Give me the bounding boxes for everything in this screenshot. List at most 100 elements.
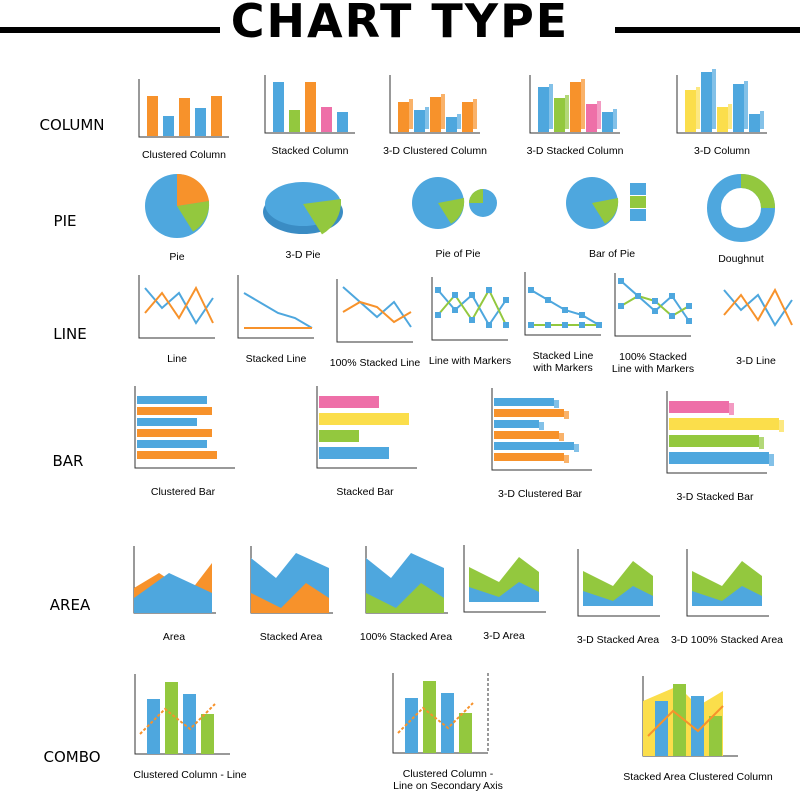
icon-shape bbox=[243, 292, 313, 329]
icon-shape bbox=[139, 703, 216, 735]
axis bbox=[666, 391, 767, 474]
chart-type-caption: Line bbox=[167, 353, 187, 365]
icon-shape bbox=[760, 111, 764, 129]
row-label: PIE bbox=[53, 212, 77, 230]
axis bbox=[134, 386, 235, 469]
icon-shape bbox=[177, 201, 210, 232]
icon-shape bbox=[635, 293, 641, 299]
icon-shape bbox=[769, 454, 774, 466]
icon-shape bbox=[579, 312, 585, 318]
axis bbox=[577, 549, 660, 617]
icon-shape bbox=[691, 696, 704, 756]
icon-shape bbox=[414, 110, 425, 132]
icon-shape bbox=[647, 705, 724, 737]
icon-shape bbox=[469, 189, 483, 203]
icon-shape bbox=[579, 322, 585, 328]
axis bbox=[134, 674, 230, 755]
axis bbox=[676, 75, 767, 134]
chart-type-caption: 3-D Stacked Bar bbox=[676, 491, 754, 503]
icon-shape bbox=[435, 287, 441, 293]
axis bbox=[389, 75, 480, 134]
chart-type-caption: Bar of Pie bbox=[588, 248, 636, 260]
icon-shape bbox=[503, 297, 509, 303]
icon-shape bbox=[494, 453, 564, 461]
icon-shape bbox=[564, 455, 569, 463]
icon-shape bbox=[452, 292, 458, 298]
icon-shape bbox=[441, 94, 445, 129]
icon-shape bbox=[486, 322, 492, 328]
icon-shape bbox=[779, 420, 784, 432]
icon-shape bbox=[564, 411, 569, 419]
icon-shape bbox=[652, 298, 658, 304]
chart-type-caption: 3-D Column bbox=[693, 145, 751, 157]
chart-type-caption: 3-D Stacked Area bbox=[576, 634, 660, 646]
icon-shape bbox=[559, 433, 564, 441]
icon-shape bbox=[321, 107, 332, 132]
icon-shape bbox=[473, 99, 477, 129]
icon-shape bbox=[618, 303, 624, 309]
icon-shape bbox=[438, 198, 465, 224]
icon-shape bbox=[163, 116, 174, 136]
axis bbox=[392, 673, 488, 754]
axis bbox=[316, 386, 417, 469]
chart-type-caption: 100% Stacked Area bbox=[359, 631, 453, 643]
row-label: COLUMN bbox=[39, 116, 105, 134]
icon-shape bbox=[669, 452, 769, 464]
icon-shape bbox=[423, 681, 436, 753]
icon-shape bbox=[195, 108, 206, 136]
icon-shape bbox=[503, 322, 509, 328]
icon-shape bbox=[494, 442, 574, 450]
row-label: COMBO bbox=[43, 748, 101, 766]
icon-shape bbox=[494, 409, 564, 417]
icon-shape bbox=[183, 694, 196, 754]
icon-shape bbox=[759, 437, 764, 449]
chart-type-caption: Stacked Line bbox=[245, 353, 307, 365]
chart-type-caption: Stacked Column bbox=[271, 145, 349, 157]
icon-shape bbox=[673, 684, 686, 756]
icon-shape bbox=[342, 286, 412, 328]
icon-shape bbox=[545, 322, 551, 328]
icon-shape bbox=[137, 440, 207, 448]
icon-shape bbox=[586, 104, 597, 132]
icon-shape bbox=[251, 583, 329, 613]
icon-shape bbox=[692, 586, 762, 606]
axis bbox=[237, 275, 314, 339]
icon-shape bbox=[539, 422, 544, 430]
icon-shape bbox=[723, 287, 793, 326]
icon-shape bbox=[457, 114, 461, 129]
icon-shape bbox=[685, 90, 696, 132]
axis bbox=[614, 273, 691, 337]
chart-type-caption: Line with Markers bbox=[428, 355, 512, 367]
chart-type-caption: 3-D 100% Stacked Area bbox=[670, 634, 784, 646]
icon-shape bbox=[554, 400, 559, 408]
icon-shape bbox=[319, 430, 359, 442]
icon-shape bbox=[729, 403, 734, 415]
axis bbox=[686, 549, 769, 617]
chart-type-caption: Stacked Area bbox=[259, 631, 323, 643]
chart-type-caption: 100% Stacked Line with Markers bbox=[611, 351, 695, 375]
icon-shape bbox=[723, 289, 793, 327]
icon-shape bbox=[528, 322, 534, 328]
icon-shape bbox=[405, 698, 418, 753]
row-label: LINE bbox=[53, 325, 87, 343]
icon-shape bbox=[398, 102, 409, 132]
icon-shape bbox=[733, 84, 744, 132]
axis bbox=[138, 275, 215, 339]
icon-shape bbox=[669, 313, 675, 319]
icon-shape bbox=[337, 112, 348, 132]
icon-shape bbox=[409, 99, 413, 129]
icon-shape bbox=[441, 693, 454, 753]
icon-shape bbox=[538, 87, 549, 132]
icon-shape bbox=[425, 107, 429, 129]
icon-shape bbox=[630, 183, 646, 195]
icon-shape bbox=[728, 104, 732, 129]
icon-shape bbox=[570, 82, 581, 132]
icon-shape bbox=[630, 209, 646, 221]
icon-shape bbox=[669, 435, 759, 447]
chart-type-caption: Area bbox=[162, 631, 186, 643]
icon-shape bbox=[494, 398, 554, 406]
icon-shape bbox=[565, 95, 569, 129]
icon-shape bbox=[342, 300, 412, 324]
icon-shape bbox=[319, 413, 409, 425]
